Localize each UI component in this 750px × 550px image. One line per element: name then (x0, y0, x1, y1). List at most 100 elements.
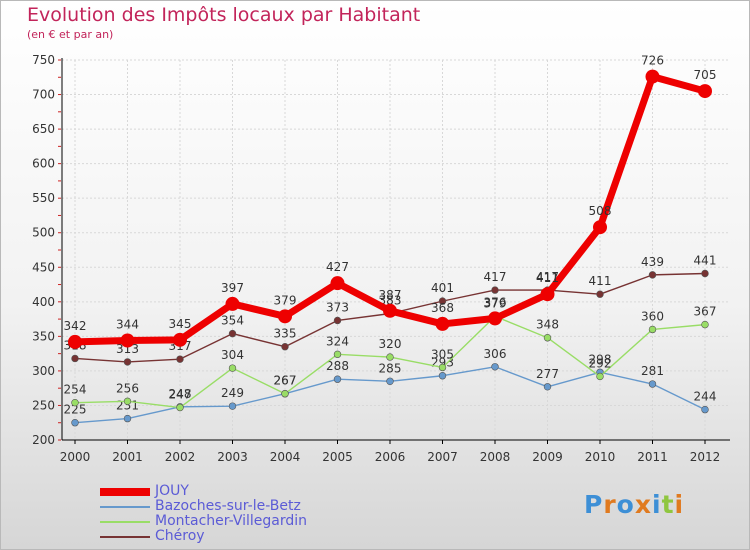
data-label: 288 (326, 359, 349, 373)
data-label: 298 (589, 352, 612, 366)
data-label: 348 (536, 318, 559, 332)
data-label: 249 (221, 386, 244, 400)
y-tick-label: 250 (32, 398, 55, 412)
data-point (176, 355, 184, 363)
data-label: 247 (169, 388, 192, 402)
x-tick-label: 2007 (427, 450, 458, 464)
data-label: 344 (116, 318, 139, 332)
data-point (438, 297, 447, 305)
y-tick-label: 200 (32, 433, 55, 447)
data-point (68, 334, 82, 349)
data-label: 379 (274, 293, 297, 307)
data-point (491, 363, 499, 371)
data-point (333, 375, 342, 383)
data-label: 313 (116, 342, 139, 356)
x-tick-label: 2010 (585, 450, 616, 464)
data-label: 345 (169, 317, 192, 331)
x-tick-label: 2006 (375, 450, 406, 464)
data-point (333, 350, 342, 359)
data-point (645, 69, 660, 84)
data-label: 439 (641, 255, 664, 269)
x-tick-label: 2000 (60, 450, 91, 464)
y-tick-label: 350 (32, 329, 55, 343)
data-point (648, 325, 657, 334)
data-label: 304 (221, 348, 244, 362)
data-label: 277 (536, 367, 559, 381)
data-label: 281 (641, 364, 664, 378)
proxiti-logo: Proxiti (584, 490, 684, 519)
logo-letter: o (616, 490, 635, 519)
data-point (123, 358, 132, 366)
chart-title: Evolution des Impôts locaux par Habitant (27, 4, 421, 26)
data-point (120, 333, 135, 348)
data-label: 726 (641, 54, 664, 68)
y-tick-label: 550 (32, 191, 55, 205)
data-label: 267 (274, 374, 297, 388)
logo-letter: i (652, 490, 662, 519)
y-tick-label: 300 (32, 364, 55, 378)
x-tick-label: 2001 (112, 450, 143, 464)
y-tick-label: 700 (32, 88, 55, 102)
data-label: 427 (326, 260, 349, 274)
data-label: 285 (379, 361, 402, 375)
y-tick-label: 750 (32, 53, 55, 67)
legend-label: Chéroy (155, 528, 205, 544)
data-label: 411 (589, 274, 612, 288)
data-point (333, 316, 342, 325)
data-label: 417 (484, 270, 507, 284)
data-point (648, 380, 657, 388)
data-point (228, 364, 237, 372)
data-point (123, 397, 132, 406)
x-tick-label: 2012 (690, 450, 721, 464)
data-label: 267 (274, 374, 297, 388)
data-point (330, 276, 345, 291)
x-tick-label: 2004 (270, 450, 301, 464)
x-tick-label: 2003 (217, 450, 248, 464)
data-label: 324 (326, 334, 349, 348)
logo-letter: r (603, 490, 617, 519)
data-label: 373 (326, 300, 349, 314)
data-point (596, 372, 604, 381)
x-tick-label: 2005 (322, 450, 353, 464)
data-label: 376 (484, 295, 507, 309)
data-label: 305 (431, 347, 454, 361)
data-label: 342 (64, 319, 87, 333)
data-label: 360 (641, 309, 664, 323)
data-label: 320 (379, 337, 402, 351)
data-point (491, 286, 499, 294)
data-point (281, 390, 289, 398)
y-tick-label: 450 (32, 260, 55, 274)
data-point (698, 84, 712, 99)
legend-swatch (100, 506, 150, 508)
data-label: 225 (64, 403, 87, 417)
data-label: 411 (536, 271, 559, 285)
logo-letter: i (674, 490, 685, 519)
data-point (438, 363, 447, 372)
data-point (543, 334, 552, 342)
data-label: 248 (169, 387, 192, 401)
y-tick-label: 400 (32, 295, 55, 309)
data-label: 417 (536, 270, 559, 284)
data-label: 256 (116, 381, 139, 395)
logo-letter: P (584, 490, 604, 519)
data-label: 397 (221, 281, 244, 295)
data-label: 401 (431, 281, 454, 295)
data-point (278, 309, 292, 324)
y-tick-label: 600 (32, 157, 55, 171)
data-point (123, 414, 132, 423)
data-point (383, 303, 397, 318)
data-label: 379 (484, 296, 507, 310)
chart-subtitle: (en € et par an) (27, 28, 114, 41)
data-label: 335 (274, 327, 297, 341)
data-point (225, 296, 240, 311)
data-point (281, 343, 289, 351)
data-point (438, 372, 447, 380)
data-point (71, 354, 79, 363)
data-label: 354 (221, 314, 244, 328)
data-label: 254 (64, 383, 87, 397)
legend-swatch (100, 536, 150, 538)
data-point (701, 320, 709, 329)
x-tick-label: 2009 (532, 450, 563, 464)
